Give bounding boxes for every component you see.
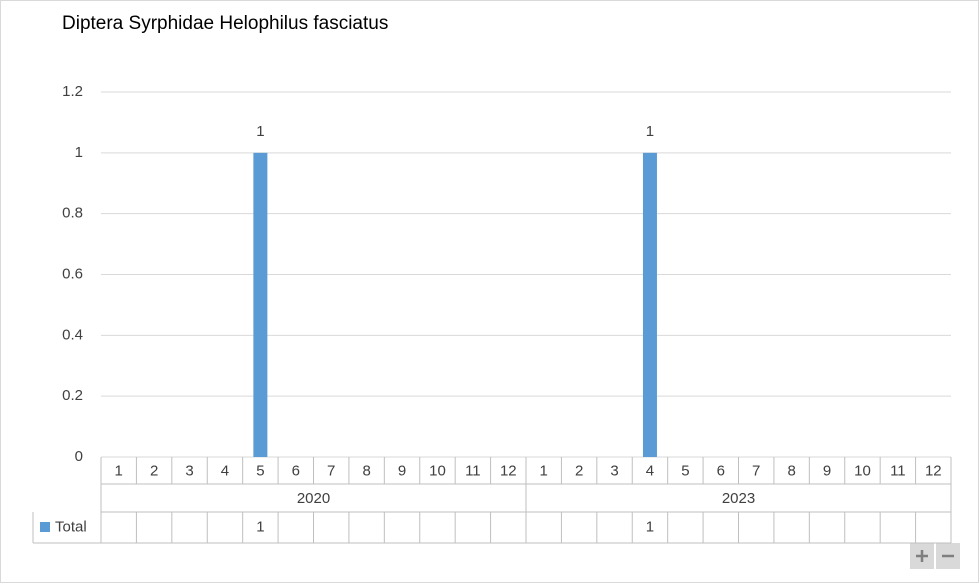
x-tick-label: 9 <box>398 462 406 479</box>
x-tick-label: 8 <box>787 462 795 479</box>
x-tick-label: 7 <box>327 462 335 479</box>
x-tick-label: 10 <box>854 462 871 479</box>
bar <box>253 152 268 458</box>
x-tick-label: 8 <box>362 462 370 479</box>
bar <box>642 152 657 458</box>
data-label: 1 <box>646 123 654 140</box>
y-tick-label: 0.4 <box>62 326 83 343</box>
x-tick-label: 4 <box>221 462 229 479</box>
legend-swatch <box>40 522 50 532</box>
zoom-out-button[interactable] <box>936 543 960 569</box>
y-tick-label: 1 <box>75 144 83 161</box>
x-tick-label: 3 <box>185 462 193 479</box>
y-tick-label: 0.2 <box>62 387 83 404</box>
data-label: 1 <box>256 123 264 140</box>
x-tick-label: 2 <box>575 462 583 479</box>
x-tick-label: 11 <box>890 462 906 479</box>
x-tick-label: 9 <box>823 462 831 479</box>
x-tick-label: 11 <box>465 462 481 479</box>
chart-title: Diptera Syrphidae Helophilus fasciatus <box>62 13 388 34</box>
x-tick-label: 4 <box>646 462 654 479</box>
legend-label: Total <box>55 518 87 535</box>
x-tick-label: 5 <box>681 462 689 479</box>
table-value: 1 <box>646 518 654 535</box>
zoom-in-button[interactable] <box>910 543 934 569</box>
y-tick-label: 1.2 <box>62 83 83 100</box>
x-tick-label: 5 <box>256 462 264 479</box>
x-tick-label: 1 <box>540 462 548 479</box>
x-group-label: 2023 <box>722 490 755 507</box>
y-tick-label: 0.6 <box>62 265 83 282</box>
x-tick-label: 12 <box>925 462 942 479</box>
x-tick-label: 6 <box>292 462 300 479</box>
x-tick-label: 2 <box>150 462 158 479</box>
y-tick-label: 0 <box>75 448 83 465</box>
x-tick-label: 6 <box>717 462 725 479</box>
x-tick-label: 3 <box>610 462 618 479</box>
x-group-label: 2020 <box>297 490 330 507</box>
zoom-in-icon[interactable] <box>916 550 928 562</box>
x-tick-label: 7 <box>752 462 760 479</box>
x-tick-label: 10 <box>429 462 446 479</box>
x-tick-label: 12 <box>500 462 517 479</box>
y-tick-label: 0.8 <box>62 205 83 222</box>
table-value: 1 <box>256 518 264 535</box>
x-tick-label: 1 <box>115 462 123 479</box>
